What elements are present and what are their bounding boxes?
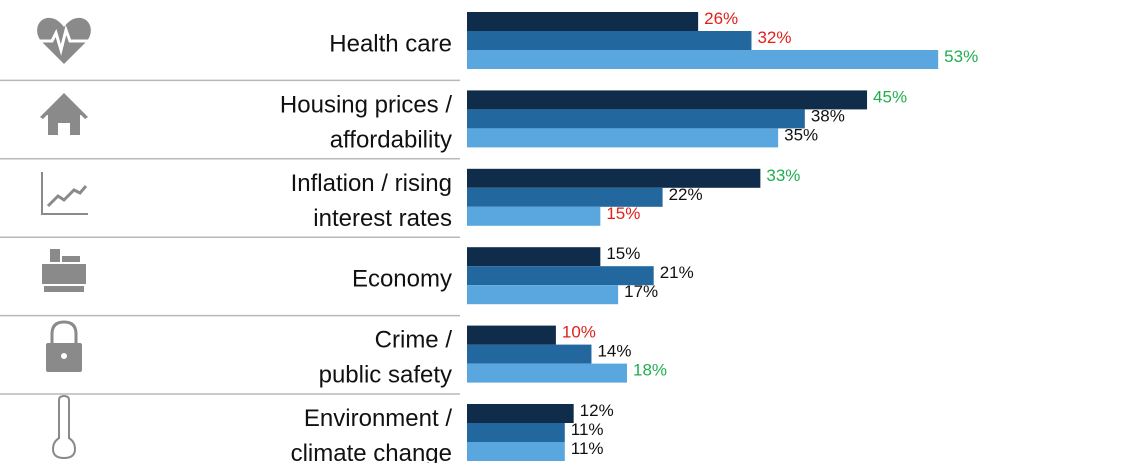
bar xyxy=(467,344,592,364)
category-label: public safety xyxy=(319,362,452,389)
bar xyxy=(467,423,565,442)
value-label: 53% xyxy=(944,47,978,66)
bar xyxy=(467,12,699,31)
bar xyxy=(467,404,574,423)
value-label: 17% xyxy=(624,282,658,301)
value-label: 32% xyxy=(757,28,791,47)
bar xyxy=(467,90,868,110)
category-label: Housing prices / xyxy=(280,91,452,118)
value-label: 15% xyxy=(606,244,640,263)
value-label: 22% xyxy=(669,185,703,204)
bar xyxy=(467,206,601,226)
value-label: 15% xyxy=(606,204,640,223)
thermometer-icon xyxy=(51,394,77,460)
value-label: 21% xyxy=(660,263,694,282)
bar xyxy=(467,247,601,267)
value-label: 11% xyxy=(571,420,604,439)
category-label: Health care xyxy=(329,31,452,58)
plot-area: Health care 26% 32% 53% Housing prices / affo… xyxy=(0,9,978,463)
pulse-line xyxy=(40,24,88,56)
value-label: 11% xyxy=(571,439,604,458)
category-label: interest rates xyxy=(313,205,452,232)
keyhole xyxy=(61,353,67,359)
trend-line xyxy=(46,185,88,208)
house-icon xyxy=(40,93,88,135)
value-label: 33% xyxy=(766,166,800,185)
bar xyxy=(467,128,779,148)
bar xyxy=(467,109,805,129)
bar xyxy=(467,50,939,69)
icons xyxy=(37,17,91,460)
bar xyxy=(467,266,654,286)
category-label: Inflation / rising xyxy=(291,170,452,197)
value-label: 35% xyxy=(784,125,818,144)
value-label: 10% xyxy=(562,323,596,342)
bar xyxy=(467,187,663,207)
value-label: 45% xyxy=(873,87,907,106)
category-label: Environment / xyxy=(304,405,452,432)
category-label: affordability xyxy=(330,126,452,153)
bar xyxy=(467,325,556,345)
register-icon xyxy=(42,249,86,292)
bar xyxy=(467,442,565,461)
chart-icon xyxy=(41,172,88,215)
bar xyxy=(467,168,761,188)
bar xyxy=(467,363,628,383)
value-label: 26% xyxy=(704,9,738,28)
bar xyxy=(467,31,752,50)
value-label: 14% xyxy=(597,342,631,361)
category-label: climate change xyxy=(291,440,452,463)
value-label: 12% xyxy=(580,401,614,420)
lock-shackle xyxy=(50,320,78,343)
value-label: 38% xyxy=(811,106,845,125)
category-label: Economy xyxy=(352,266,452,293)
value-label: 18% xyxy=(633,361,667,380)
category-label: Crime / xyxy=(375,327,453,354)
bar xyxy=(467,285,619,305)
